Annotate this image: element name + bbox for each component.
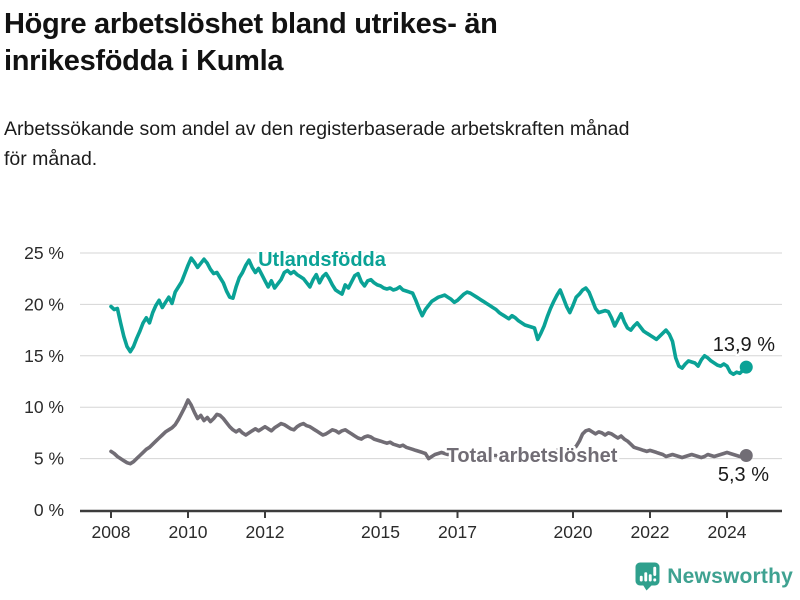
x-tick-label: 2020 — [554, 522, 593, 542]
x-tick-label: 2010 — [169, 522, 208, 542]
y-tick-label: 20 % — [24, 294, 64, 314]
page-title-line-2: inrikesfödda i Kumla — [4, 45, 284, 77]
series-line-utlandsf-dda — [109, 256, 749, 377]
x-tick-label: 2024 — [708, 522, 747, 542]
chart-subtitle-line-1: Arbetssökande som andel av den registerb… — [4, 118, 630, 140]
x-tick-label: 2015 — [361, 522, 400, 542]
y-tick-label: 5 % — [34, 449, 64, 469]
x-tick-label: 2012 — [246, 522, 285, 542]
chart-subtitle: Arbetssökande som andel av den registerb… — [4, 114, 629, 174]
page-title: Högre arbetslöshet bland utrikes- än inr… — [4, 6, 498, 80]
x-tick-label: 2017 — [438, 522, 477, 542]
series-line-total-arbetsl-shet — [109, 398, 749, 466]
y-tick-label: 25 % — [24, 243, 64, 263]
series-end-dot-utlandsf-dda — [739, 360, 753, 374]
newsworthy-wordmark: Newsworthy — [667, 564, 793, 588]
bar-chart-speech-bubble-icon — [635, 562, 660, 591]
x-tick-label: 2022 — [631, 522, 670, 542]
newsworthy-logo: Newsworthy — [635, 562, 793, 591]
series-label-utlandsf-dda: Utlandsfödda — [258, 249, 387, 271]
y-tick-label: 0 % — [34, 500, 64, 520]
series-end-value-utlandsf-dda: 13,9 % — [713, 334, 775, 356]
y-tick-label: 10 % — [24, 397, 64, 417]
series-label-total-arbetsl-shet: Total arbetslöshet — [447, 445, 618, 467]
y-tick-label: 15 % — [24, 346, 64, 366]
page-title-line-1: Högre arbetslöshet bland utrikes- än — [4, 8, 498, 40]
chart-subtitle-line-2: för månad. — [4, 148, 98, 170]
x-tick-label: 2008 — [92, 522, 131, 542]
series-end-value-total-arbetsl-shet: 5,3 % — [718, 464, 769, 486]
series-end-dot-total-arbetsl-shet — [739, 449, 753, 463]
